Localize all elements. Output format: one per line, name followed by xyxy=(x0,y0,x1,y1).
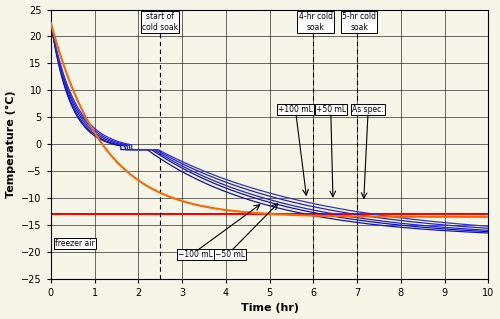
Text: start of
cold soak: start of cold soak xyxy=(142,12,178,32)
Text: −100 mL: −100 mL xyxy=(178,250,212,259)
Y-axis label: Temperature (°C): Temperature (°C) xyxy=(6,90,16,198)
Text: −50 mL: −50 mL xyxy=(215,250,246,259)
X-axis label: Time (hr): Time (hr) xyxy=(240,303,298,314)
Text: +100 mL: +100 mL xyxy=(278,105,314,114)
Text: freezer air: freezer air xyxy=(55,239,95,249)
Text: +50 mL: +50 mL xyxy=(316,105,346,114)
Text: As spec.: As spec. xyxy=(352,105,384,114)
Text: 5-hr cold
soak: 5-hr cold soak xyxy=(342,12,376,32)
Text: 4-hr cold
soak: 4-hr cold soak xyxy=(298,12,332,32)
